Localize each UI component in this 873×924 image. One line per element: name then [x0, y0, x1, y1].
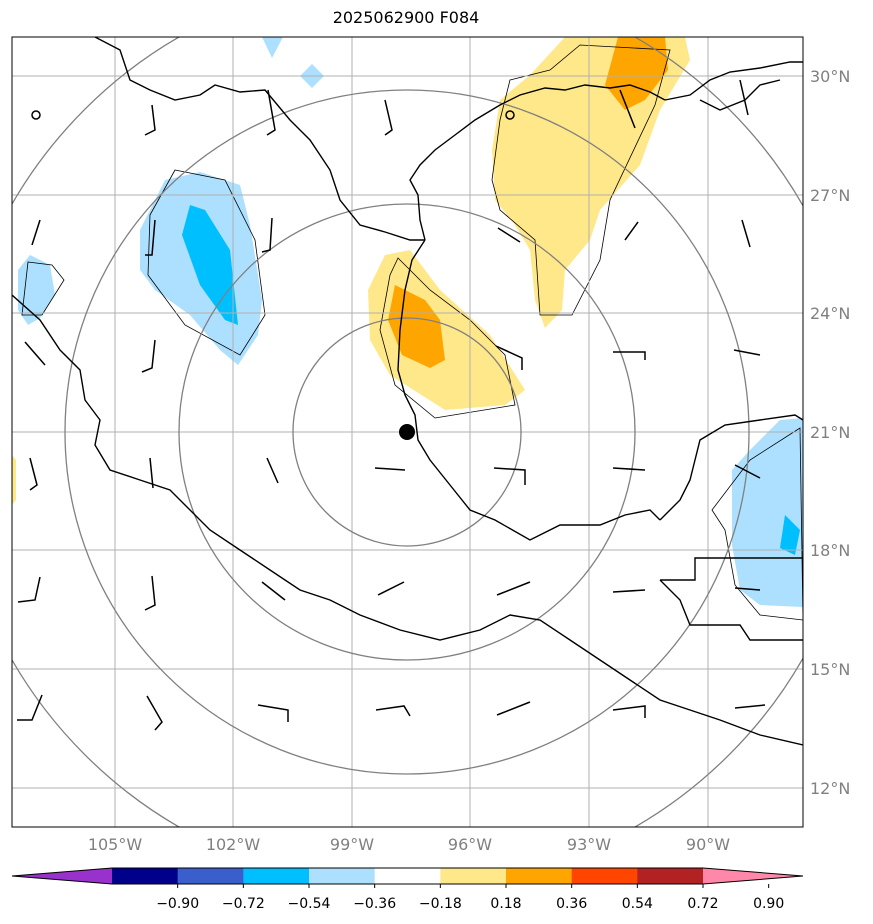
lon-labels: 105°W 102°W 99°W 96°W 93°W 90°W: [88, 835, 730, 854]
colorbar-segment: [177, 868, 244, 884]
colorbar-tick-label: −0.90: [156, 896, 199, 912]
map-frame: [11, 36, 804, 828]
lat-label-15: 15°N: [810, 660, 850, 679]
lat-label-27: 27°N: [810, 186, 850, 205]
colorbar-segment: [440, 868, 507, 884]
lat-label-21: 21°N: [810, 423, 850, 442]
lat-labels: 30°N 27°N 24°N 21°N 18°N 15°N 12°N: [810, 67, 850, 798]
colorbar-tick-label: −0.54: [288, 896, 331, 912]
shaded-fields: [12, 37, 803, 607]
lat-label-12: 12°N: [810, 779, 850, 798]
colorbar-segment: [374, 868, 441, 884]
storm-center-marker: [399, 424, 415, 440]
colorbar-tick-label: −0.18: [419, 896, 462, 912]
lon-label-99: 99°W: [330, 835, 374, 854]
colorbar-tick-label: 0.18: [490, 896, 521, 912]
colorbar-tick-label: −0.36: [353, 896, 396, 912]
range-rings: [12, 37, 803, 827]
wind-barbs: [17, 79, 766, 731]
colorbar-segment: [309, 868, 376, 884]
colorbar-tick-label: −0.72: [222, 896, 265, 912]
colorbar-extend-low: [12, 868, 112, 884]
lat-label-18: 18°N: [810, 541, 850, 560]
lon-label-90: 90°W: [686, 835, 730, 854]
colorbar-segment: [506, 868, 573, 884]
colorbar-segment: [112, 868, 179, 884]
lon-label-96: 96°W: [448, 835, 492, 854]
colorbar: −0.90 −0.72 −0.54 −0.36 −0.18 0.18 0.36 0.54 0.7…: [11, 867, 804, 912]
lon-label-105: 105°W: [88, 835, 143, 854]
colorbar-segment: [637, 868, 704, 884]
map-title: 2025062900 F084: [332, 8, 480, 27]
colorbar-tick-label: 0.54: [622, 896, 653, 912]
colorbar-segment: [243, 868, 310, 884]
lat-label-30: 30°N: [810, 67, 850, 86]
colorbar-tick-label: 0.72: [687, 896, 718, 912]
lat-label-24: 24°N: [810, 304, 850, 323]
colorbar-tick-label: 0.90: [753, 896, 784, 912]
colorbar-extend-high: [703, 868, 803, 884]
coastlines: [12, 37, 803, 746]
lon-label-102: 102°W: [206, 835, 261, 854]
lon-label-93: 93°W: [567, 835, 611, 854]
colorbar-tick-label: 0.36: [556, 896, 587, 912]
colorbar-segment: [571, 868, 638, 884]
